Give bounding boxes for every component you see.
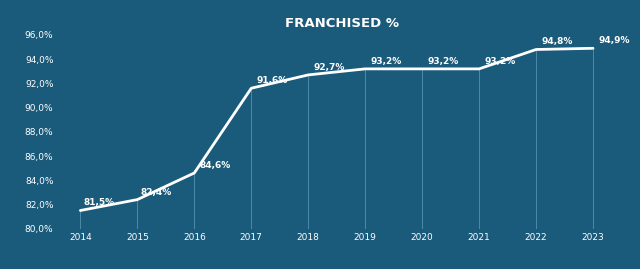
Title: FRANCHISED %: FRANCHISED % [285,17,399,30]
Text: 94,9%: 94,9% [599,36,630,45]
Text: 93,2%: 93,2% [485,57,516,66]
Text: 81,5%: 81,5% [83,199,115,207]
Text: 91,6%: 91,6% [257,76,288,85]
Text: 93,2%: 93,2% [428,57,459,66]
Text: 82,4%: 82,4% [140,187,172,197]
Text: 84,6%: 84,6% [200,161,231,170]
Text: 94,8%: 94,8% [541,37,573,47]
Text: 93,2%: 93,2% [371,57,402,66]
Text: 92,7%: 92,7% [314,63,346,72]
